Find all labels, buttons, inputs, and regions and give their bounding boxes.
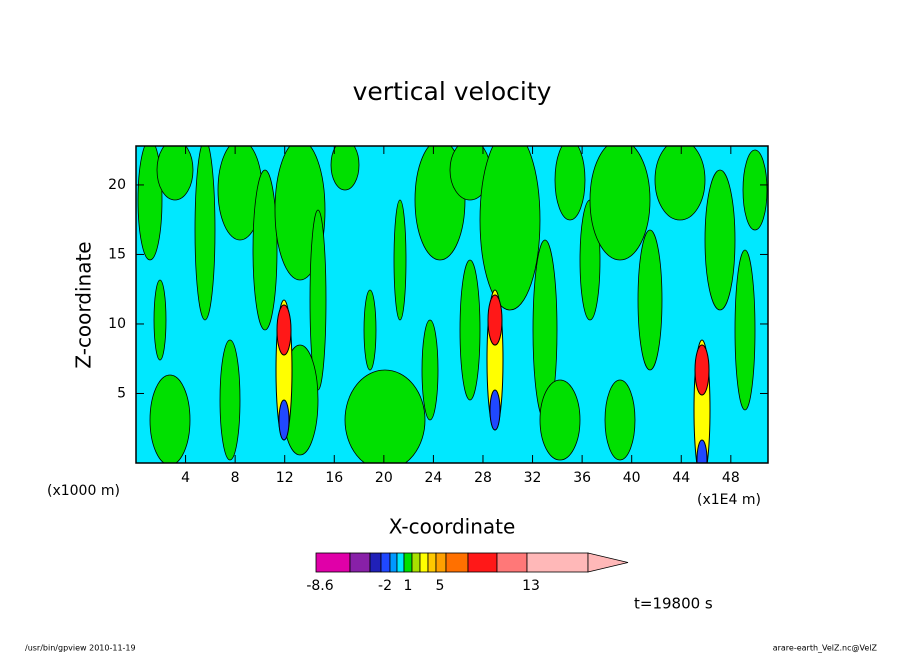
colorbar-segment bbox=[411, 552, 421, 573]
contour-patch bbox=[539, 379, 581, 461]
colorbar-tick-label: 13 bbox=[522, 578, 540, 594]
y-tick-label: 10 bbox=[108, 316, 126, 332]
contour-patch bbox=[654, 146, 706, 221]
x-scale-label: (x1E4 m) bbox=[697, 492, 761, 508]
colorbar-segment bbox=[467, 552, 498, 573]
plot-frame bbox=[135, 145, 769, 464]
x-tick-label: 32 bbox=[524, 470, 542, 486]
downdraft-core bbox=[278, 399, 290, 441]
contour-patch bbox=[252, 169, 278, 331]
downdraft-core bbox=[489, 389, 501, 431]
updraft-core bbox=[694, 344, 710, 396]
colorbar-segment bbox=[445, 552, 469, 573]
x-tick-label: 36 bbox=[573, 470, 591, 486]
x-tick-label: 12 bbox=[276, 470, 294, 486]
colorbar-segment bbox=[396, 552, 405, 573]
x-tick-label: 4 bbox=[181, 470, 190, 486]
colorbar-tick-label: -8.6 bbox=[306, 578, 333, 594]
x-tick-label: 24 bbox=[424, 470, 442, 486]
contour-patch bbox=[704, 169, 736, 311]
contour-patch bbox=[156, 146, 194, 201]
contour-patch bbox=[479, 146, 541, 311]
contour-patch bbox=[742, 149, 768, 231]
updraft-core bbox=[487, 294, 503, 346]
contour-patch bbox=[589, 146, 651, 261]
x-tick-label: 20 bbox=[375, 470, 393, 486]
colorbar-tick-label: -2 bbox=[378, 578, 392, 594]
contour-patch bbox=[344, 369, 426, 463]
colorbar-segment bbox=[349, 552, 371, 573]
x-tick-label: 16 bbox=[325, 470, 343, 486]
colorbar-segment bbox=[315, 552, 351, 573]
x-tick-label: 44 bbox=[672, 470, 690, 486]
x-axis-label: X-coordinate bbox=[389, 515, 516, 539]
contour-field bbox=[136, 146, 768, 463]
x-tick-label: 40 bbox=[623, 470, 641, 486]
colorbar-segment bbox=[427, 552, 437, 573]
colorbar-segment bbox=[419, 552, 429, 573]
time-label: t=19800 s bbox=[634, 595, 713, 613]
x-unit-label: (x1000 m) bbox=[47, 483, 120, 499]
colorbar-segment bbox=[389, 552, 398, 573]
contour-patch bbox=[459, 259, 481, 401]
contour-patch bbox=[554, 146, 586, 221]
updraft-core bbox=[276, 304, 292, 356]
contour-patch bbox=[219, 339, 241, 461]
colorbar-segment bbox=[435, 552, 447, 573]
contour-patch bbox=[153, 279, 167, 361]
contour-patch bbox=[194, 146, 216, 321]
contour-patch bbox=[363, 289, 377, 371]
contour-patch bbox=[330, 146, 360, 191]
colorbar-segment bbox=[403, 552, 413, 573]
footer-left: /usr/bin/gpview 2010-11-19 bbox=[25, 644, 136, 653]
colorbar-segment bbox=[496, 552, 528, 573]
contour-patch bbox=[637, 229, 663, 371]
colorbar-segment bbox=[380, 552, 391, 573]
contour-patch bbox=[137, 146, 163, 261]
contour-patch bbox=[393, 199, 407, 321]
y-tick-label: 20 bbox=[108, 177, 126, 193]
x-tick-label: 28 bbox=[474, 470, 492, 486]
chart-title: vertical velocity bbox=[353, 77, 552, 106]
contour-patch bbox=[604, 379, 636, 461]
colorbar-segment bbox=[369, 552, 382, 573]
y-tick-label: 5 bbox=[117, 385, 126, 401]
colorbar-tick-label: 5 bbox=[436, 578, 445, 594]
colorbar-extend bbox=[587, 552, 629, 573]
contour-patch bbox=[734, 249, 756, 411]
contour-patch bbox=[149, 374, 191, 463]
y-tick-label: 15 bbox=[108, 246, 126, 262]
downdraft-core bbox=[696, 439, 708, 463]
y-axis-label: Z-coordinate bbox=[72, 241, 96, 368]
x-tick-label: 48 bbox=[722, 470, 740, 486]
footer-right: arare-earth_VelZ.nc@VelZ bbox=[773, 644, 878, 653]
x-tick-label: 8 bbox=[231, 470, 240, 486]
colorbar-tick-label: 1 bbox=[404, 578, 413, 594]
contour-patch bbox=[421, 319, 439, 421]
colorbar-segment bbox=[526, 552, 589, 573]
